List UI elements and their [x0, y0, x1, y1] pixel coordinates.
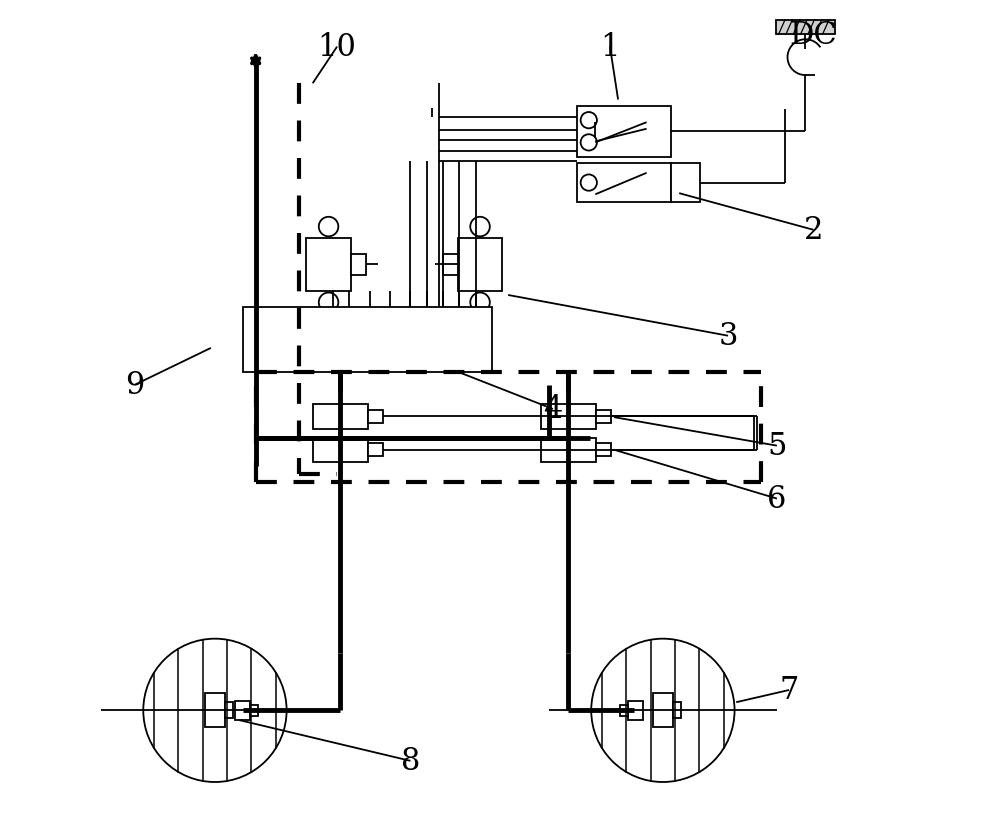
Bar — [235, 701, 250, 720]
Bar — [458, 238, 502, 292]
Bar — [225, 703, 233, 718]
Bar — [653, 694, 673, 727]
Text: 10: 10 — [318, 32, 357, 63]
Bar — [776, 20, 835, 35]
Bar — [443, 255, 458, 275]
Bar — [250, 705, 258, 716]
Bar — [306, 238, 351, 292]
Text: 6: 6 — [767, 483, 787, 514]
Bar — [628, 701, 643, 720]
Bar — [671, 164, 700, 203]
Bar — [205, 694, 225, 727]
Bar — [243, 308, 492, 373]
Bar — [596, 410, 611, 423]
Text: 1: 1 — [600, 32, 620, 63]
Text: 3: 3 — [718, 321, 738, 352]
Bar — [368, 410, 383, 423]
Text: 5: 5 — [767, 431, 787, 462]
Text: 7: 7 — [779, 675, 799, 706]
Bar — [596, 444, 611, 457]
Bar — [313, 405, 368, 429]
Bar — [541, 405, 596, 429]
Bar — [351, 255, 366, 275]
Bar — [313, 438, 368, 463]
Text: DC: DC — [790, 20, 837, 51]
Bar — [620, 705, 628, 716]
Text: 4: 4 — [543, 394, 563, 425]
Text: 9: 9 — [126, 369, 145, 400]
Bar — [577, 107, 671, 157]
Text: 2: 2 — [804, 215, 823, 246]
Bar — [577, 164, 671, 203]
Bar — [368, 444, 383, 457]
Bar — [673, 703, 681, 718]
Text: 8: 8 — [401, 745, 420, 776]
Bar — [541, 438, 596, 463]
